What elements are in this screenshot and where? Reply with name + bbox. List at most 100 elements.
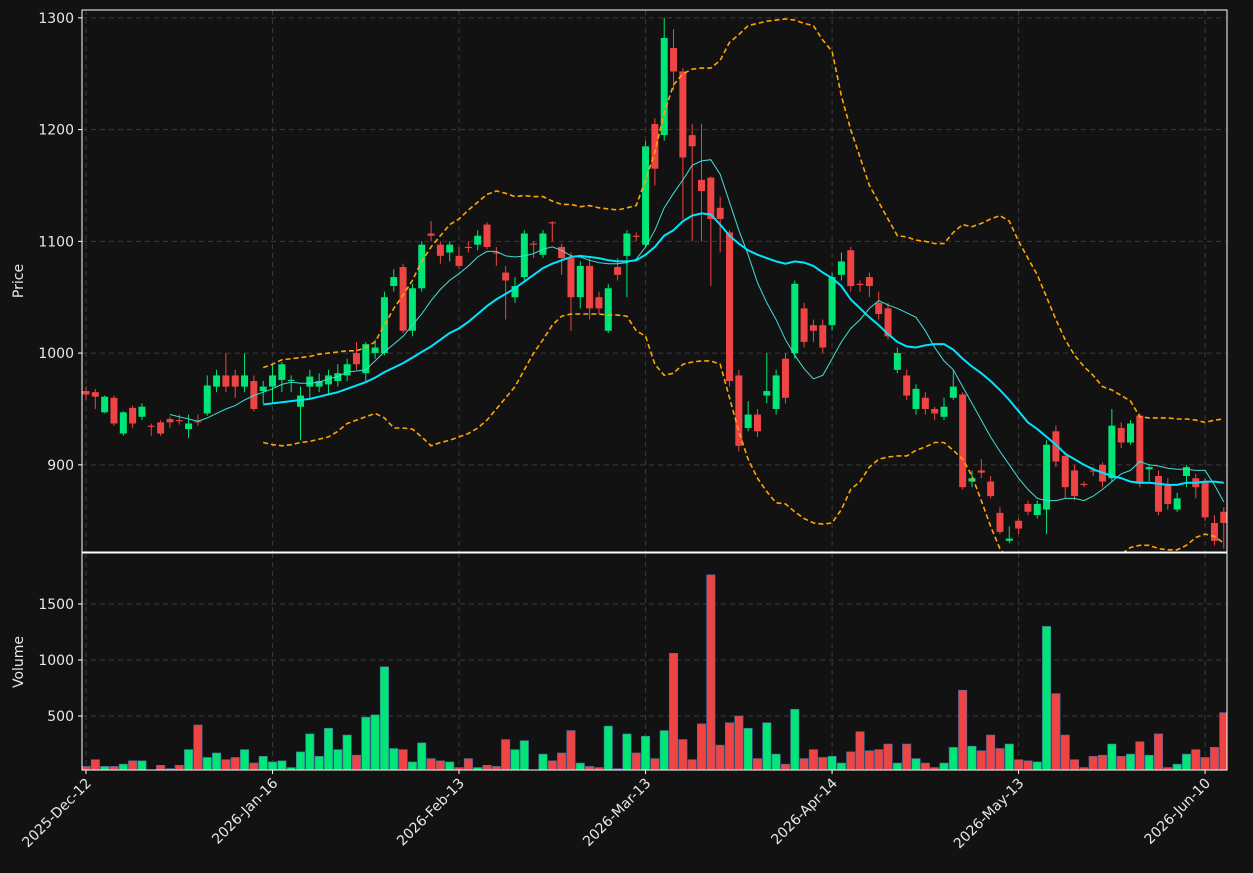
volume-bar <box>622 733 632 770</box>
candle-body <box>1089 470 1097 472</box>
candle-body <box>1108 425 1116 479</box>
candle-body <box>492 252 500 254</box>
volume-bar <box>641 735 651 770</box>
candle-body <box>464 246 472 249</box>
candle-body <box>716 207 724 219</box>
candle-body <box>847 250 855 287</box>
candle-body <box>679 71 687 158</box>
candle-body <box>418 244 426 289</box>
y-tick-label: 1000 <box>38 653 74 669</box>
volume-bar <box>697 723 707 770</box>
candle-body <box>352 353 360 365</box>
volume-bar <box>193 724 203 770</box>
volume-bar <box>538 753 548 770</box>
candle-body <box>753 414 761 432</box>
y-tick-label: 1300 <box>38 11 74 27</box>
candle-body <box>1024 503 1032 512</box>
candle-body <box>586 265 594 309</box>
volume-bar <box>258 756 268 770</box>
volume-frame <box>81 552 1228 771</box>
candle-body <box>987 481 995 497</box>
volume-bar <box>1191 749 1201 770</box>
volume-bar <box>585 766 595 770</box>
volume-bar <box>1200 757 1210 770</box>
volume-bar <box>1032 761 1042 770</box>
candle-body <box>324 375 332 385</box>
candle-body <box>604 288 612 331</box>
volume-bar <box>650 758 660 770</box>
volume-bar <box>426 758 436 770</box>
volume-bar <box>715 744 725 770</box>
candle-body <box>707 177 715 219</box>
candle-body <box>306 376 314 387</box>
volume-bar <box>240 749 250 770</box>
volume-bar <box>1116 756 1126 770</box>
candle-body <box>530 243 538 245</box>
volume-bar <box>323 728 333 770</box>
overlay-line <box>169 159 1225 502</box>
candle-body <box>520 233 528 278</box>
volume-bar <box>184 749 194 770</box>
candle-body <box>819 325 827 348</box>
volume-bar <box>790 708 800 770</box>
grid <box>82 10 1227 770</box>
candle-body <box>408 288 416 331</box>
volume-bar <box>1126 753 1136 770</box>
candle-body <box>157 422 165 434</box>
candle-body <box>660 37 668 136</box>
volume-bar <box>1023 760 1033 770</box>
volume-bar <box>836 762 846 770</box>
candle-body <box>101 396 109 413</box>
candle-body <box>1015 520 1023 529</box>
y-tick-label: 1000 <box>38 346 74 362</box>
overlay-line <box>262 18 1224 424</box>
volume-bar <box>631 752 641 770</box>
volume-bar <box>874 749 884 770</box>
volume-bar <box>295 751 305 770</box>
volume-bar <box>706 574 716 770</box>
volume-bar <box>389 748 399 770</box>
volume-bar <box>864 750 874 770</box>
candle-body <box>166 419 174 423</box>
volume-bar <box>967 745 977 770</box>
volume-bar <box>762 722 772 770</box>
candle-body <box>296 395 304 407</box>
candle-body <box>1201 481 1209 518</box>
candle-body <box>632 235 640 237</box>
candle-body <box>1071 470 1079 497</box>
volume-bar <box>156 764 166 770</box>
candle-body <box>185 423 193 430</box>
candle-body <box>725 232 733 382</box>
candle-body <box>735 375 743 446</box>
volume-bar <box>314 756 324 770</box>
volume-bar <box>995 748 1005 770</box>
volume-bar <box>361 716 371 770</box>
volume-bar <box>230 757 240 770</box>
candle-body <box>614 267 622 275</box>
candle-body <box>781 358 789 398</box>
volume-bar <box>734 715 744 770</box>
candle-body <box>213 375 221 387</box>
volume-bar <box>902 743 912 770</box>
volume-bar <box>1172 763 1182 770</box>
volume-bar <box>948 747 958 770</box>
candle-body <box>828 277 836 326</box>
candle-body <box>343 364 351 376</box>
volume-bar <box>174 764 184 770</box>
candle-body <box>595 297 603 309</box>
volume-bar <box>958 689 968 770</box>
candle-body <box>698 179 706 192</box>
candle-body <box>110 397 118 424</box>
candle-body <box>642 146 650 245</box>
volume-bar <box>351 754 361 770</box>
volume-bar <box>892 762 902 770</box>
candle-body <box>446 244 454 253</box>
volume-bar <box>407 761 417 770</box>
volume-bar <box>939 762 949 770</box>
candle-body <box>203 385 211 414</box>
candle-body <box>567 258 575 298</box>
volume-axis-label: Volume <box>11 636 27 688</box>
volume-bar <box>398 749 408 770</box>
candle-body <box>91 392 99 397</box>
